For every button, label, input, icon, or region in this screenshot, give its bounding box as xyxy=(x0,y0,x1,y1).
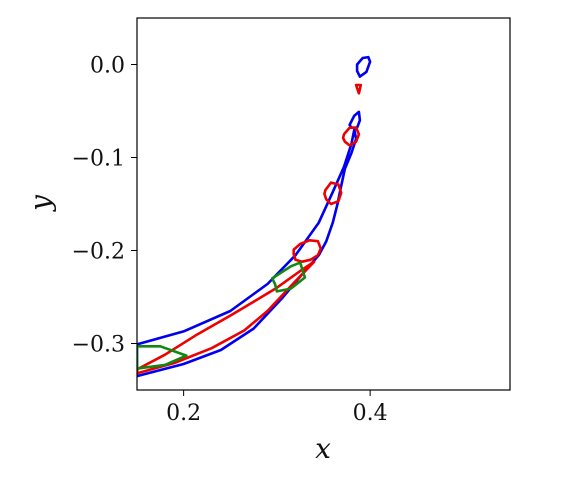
blue-contour-2 xyxy=(348,110,362,129)
plot-area-frame xyxy=(136,17,511,391)
axis-ticks: 0.2 0.4 0.0 −0.1 −0.2 −0.3 xyxy=(72,54,388,427)
green-contour-10 xyxy=(270,261,307,293)
green-contour-9 xyxy=(137,344,188,370)
red-contour-8 xyxy=(354,83,363,95)
y-tick-label: −0.2 xyxy=(72,240,125,265)
x-tick-label: 0.2 xyxy=(166,401,201,426)
red-contour-5 xyxy=(292,239,323,264)
y-axis-label: y xyxy=(24,194,57,213)
x-tick-label: 0.4 xyxy=(353,401,388,426)
x-axis-label: x xyxy=(315,432,331,465)
red-contour-6 xyxy=(323,181,343,206)
blue-contour-3 xyxy=(355,55,372,78)
contour-lines xyxy=(137,55,372,378)
y-tick-label: −0.3 xyxy=(72,333,125,358)
y-tick-label: 0.0 xyxy=(90,54,125,79)
red-contour-7 xyxy=(341,126,361,147)
red-contour-4 xyxy=(137,260,316,375)
blue-contour-1 xyxy=(137,128,358,378)
y-tick-label: −0.1 xyxy=(72,147,125,172)
